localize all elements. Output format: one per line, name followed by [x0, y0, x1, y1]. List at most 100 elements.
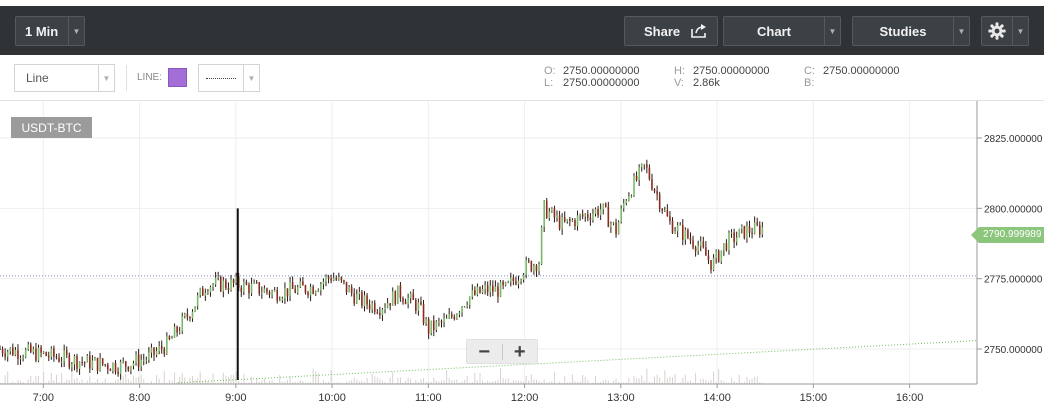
candle-up	[60, 361, 63, 363]
volume-key: V:	[674, 77, 684, 89]
candle-down	[350, 286, 353, 294]
chevron-down-icon[interactable]: ▼	[824, 17, 840, 45]
candle-up	[741, 225, 743, 229]
line-color-swatch[interactable]	[168, 68, 187, 87]
candle-down	[497, 286, 499, 297]
candle-down	[304, 285, 307, 293]
candle-down	[689, 237, 692, 241]
candle-up	[284, 288, 286, 299]
candle-up	[679, 224, 682, 226]
close-value: 2750.00000000	[823, 65, 900, 77]
candle-up	[50, 348, 53, 358]
candle-up	[735, 237, 738, 242]
candle-down	[648, 167, 651, 180]
candle-up	[222, 280, 225, 292]
candle-up	[622, 203, 625, 209]
dotted-line-preview	[206, 77, 236, 79]
interval-dropdown[interactable]: 1 Min ▼	[15, 16, 85, 46]
candle-up	[296, 287, 299, 293]
candle-up	[543, 200, 545, 227]
candle-down	[302, 281, 304, 286]
candle-up	[135, 354, 137, 364]
candle-down	[345, 281, 348, 293]
candle-down	[127, 366, 130, 371]
candle-up	[592, 213, 594, 221]
candle-up	[409, 293, 412, 298]
zoom-in-button[interactable]: +	[513, 340, 526, 363]
candle-up	[494, 286, 497, 292]
chevron-down-icon[interactable]: ▼	[953, 17, 969, 45]
studies-dropdown[interactable]: Studies ▼	[852, 16, 970, 46]
candle-down	[124, 361, 127, 367]
gear-icon[interactable]	[982, 22, 1012, 40]
chevron-down-icon[interactable]: ▼	[1012, 17, 1028, 45]
share-button[interactable]: Share	[624, 16, 718, 46]
candle-up	[32, 348, 35, 353]
candle-down	[330, 278, 332, 281]
candle-up	[181, 316, 184, 332]
candle-up	[314, 291, 317, 294]
candle-up	[22, 357, 24, 359]
candle-up	[173, 326, 176, 338]
candle-down	[245, 281, 248, 285]
candle-down	[702, 241, 705, 248]
candle-up	[728, 232, 730, 251]
candle-down	[343, 280, 345, 282]
settings-dropdown[interactable]: ▼	[981, 16, 1029, 46]
candle-up	[738, 228, 741, 238]
candle-up	[522, 274, 525, 280]
candle-down	[160, 345, 163, 350]
candle-up	[674, 231, 676, 234]
chevron-down-icon[interactable]: ▼	[68, 17, 84, 45]
candle-down	[669, 216, 671, 221]
candle-down	[45, 352, 48, 356]
candle-down	[656, 191, 658, 195]
price-chart[interactable]: 2825.000000 2800.000000 2775.000000 2750.00…	[0, 101, 1044, 418]
candle-up	[697, 245, 699, 252]
candle-up	[63, 350, 65, 362]
candle-down	[291, 282, 294, 289]
candle-up	[196, 295, 199, 307]
candle-down	[225, 280, 227, 289]
candle-up	[27, 344, 30, 350]
candle-down	[512, 277, 515, 282]
candle-up	[140, 359, 142, 367]
candle-up	[533, 265, 535, 272]
candle-down	[394, 291, 397, 304]
candle-down	[671, 220, 674, 234]
chart-dropdown[interactable]: Chart ▼	[723, 16, 841, 46]
candle-down	[402, 298, 404, 302]
candle-up	[566, 219, 569, 222]
candle-up	[484, 285, 486, 290]
candle-up	[122, 361, 125, 363]
candle-up	[132, 363, 135, 367]
candle-down	[366, 295, 368, 305]
x-tick-label: 16:00	[896, 392, 924, 404]
chart-type-select[interactable]: Line ▼	[14, 64, 115, 92]
candle-up	[584, 214, 587, 217]
candle-down	[232, 279, 235, 283]
candle-up	[150, 347, 153, 353]
line-style-select[interactable]: ▼	[198, 64, 260, 92]
low-value: 2750.00000000	[563, 77, 640, 89]
candle-down	[268, 291, 271, 295]
candle-down	[1, 349, 4, 354]
volume-value: 2.86k	[693, 77, 720, 89]
chevron-down-icon[interactable]: ▼	[243, 65, 259, 91]
reference-lines	[0, 275, 978, 384]
candle-down	[581, 214, 584, 217]
y-tick-label: 2750.000000	[984, 345, 1043, 356]
candle-up	[481, 289, 484, 293]
chevron-down-icon[interactable]: ▼	[98, 65, 114, 91]
candle-down	[707, 255, 710, 261]
candle-down	[65, 350, 68, 355]
candle-up	[71, 364, 73, 368]
candle-up	[507, 281, 510, 283]
candle-up	[753, 222, 756, 234]
candle-up	[320, 283, 322, 291]
candle-up	[489, 285, 492, 293]
candle-down	[422, 304, 425, 324]
zoom-out-button[interactable]: −	[478, 340, 491, 363]
candle-up	[746, 226, 748, 239]
ohlc-readout-close: C: 2750.00000000 B:	[804, 65, 899, 89]
